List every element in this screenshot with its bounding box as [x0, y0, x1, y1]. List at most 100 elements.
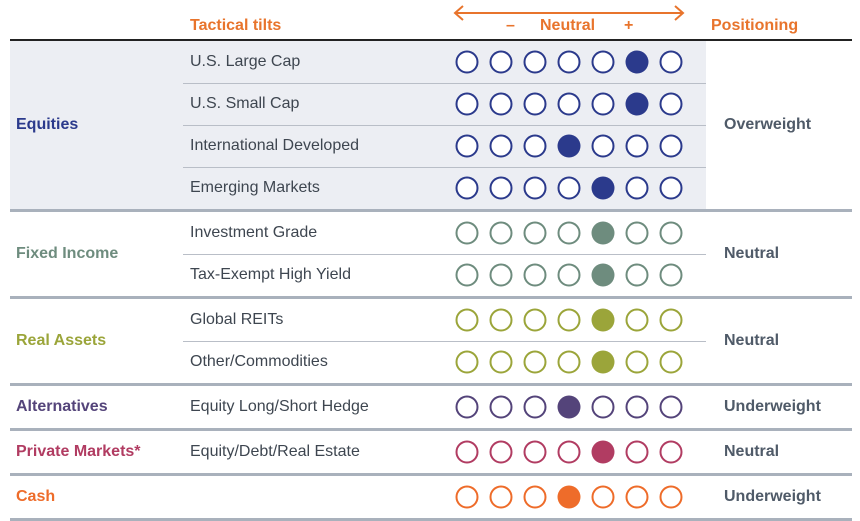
tilt-dot — [523, 176, 547, 200]
tilt-dot — [489, 263, 513, 287]
tilt-dot-selected — [591, 440, 615, 464]
tilt-dot — [557, 221, 581, 245]
tilt-dot — [557, 176, 581, 200]
row-label-equity-long-short-hedge: Equity Long/Short Hedge — [190, 398, 369, 415]
tilt-dot — [659, 395, 683, 419]
tilt-dot — [523, 221, 547, 245]
tilt-dot — [625, 485, 649, 509]
tilt-dot — [625, 440, 649, 464]
tilt-dot — [523, 134, 547, 158]
tilt-dot — [659, 221, 683, 245]
row-label-tax-exempt-high-yield: Tax-Exempt High Yield — [190, 266, 351, 283]
tilt-dot — [489, 350, 513, 374]
tilt-dot — [455, 50, 479, 74]
tilt-dot-selected — [557, 134, 581, 158]
asset-class-alternatives: Alternatives — [16, 398, 108, 415]
tilt-dot — [591, 485, 615, 509]
tilt-dot — [523, 395, 547, 419]
tactical-tilts-header: Tactical tilts — [190, 17, 282, 34]
tilt-dot — [489, 308, 513, 332]
tilt-dot — [625, 263, 649, 287]
scale-arrow — [453, 5, 685, 21]
row-label-other-commodities: Other/Commodities — [190, 353, 328, 370]
row-label-investment-grade: Investment Grade — [190, 224, 318, 241]
tilt-dot-selected — [625, 92, 649, 116]
group-divider — [10, 209, 852, 212]
tilt-dot — [659, 92, 683, 116]
tilt-dot — [625, 176, 649, 200]
asset-class-real-assets: Real Assets — [16, 332, 107, 349]
tilt-dot — [625, 308, 649, 332]
tilt-dot — [489, 440, 513, 464]
tilt-dot — [557, 440, 581, 464]
tilt-dot — [489, 485, 513, 509]
tilt-dot — [523, 485, 547, 509]
tilt-dot — [523, 308, 547, 332]
tilt-dot — [659, 50, 683, 74]
tilt-dot — [591, 134, 615, 158]
tilt-dot — [557, 50, 581, 74]
tilt-dot-selected — [591, 350, 615, 374]
tilt-dot — [523, 350, 547, 374]
group-divider — [10, 428, 852, 431]
tilt-dot — [625, 350, 649, 374]
row-label-u-s-large-cap: U.S. Large Cap — [190, 53, 301, 70]
tilt-dot — [489, 92, 513, 116]
tilt-dot — [455, 176, 479, 200]
tilt-dot — [523, 50, 547, 74]
group-divider — [10, 296, 852, 299]
positioning-private-markets: Neutral — [724, 443, 780, 460]
tilt-dot — [455, 350, 479, 374]
tilt-dot — [489, 134, 513, 158]
tilt-dot — [489, 50, 513, 74]
tilt-dot — [659, 134, 683, 158]
tilt-dot — [659, 485, 683, 509]
positioning-cash: Underweight — [724, 488, 821, 505]
tilt-dot-selected — [557, 485, 581, 509]
tilt-dot — [557, 92, 581, 116]
scale-plus-label: + — [624, 17, 634, 34]
tilt-dot — [455, 134, 479, 158]
asset-class-cash: Cash — [16, 488, 56, 505]
tilt-dot — [591, 395, 615, 419]
row-label-u-s-small-cap: U.S. Small Cap — [190, 95, 300, 112]
tilt-dot — [523, 440, 547, 464]
tilt-dot — [455, 440, 479, 464]
tilt-dot — [489, 221, 513, 245]
tilt-dot-selected — [591, 308, 615, 332]
asset-class-private-markets: Private Markets* — [16, 443, 141, 460]
row-divider — [183, 167, 706, 168]
tilt-dot — [625, 395, 649, 419]
tilt-dot — [625, 134, 649, 158]
row-label-global-reits: Global REITs — [190, 311, 284, 328]
positioning-real-assets: Neutral — [724, 332, 780, 349]
row-label-equity-debt-real-estate: Equity/Debt/Real Estate — [190, 443, 360, 460]
tilt-dot — [659, 308, 683, 332]
tilt-dot — [455, 92, 479, 116]
tilt-dot — [625, 221, 649, 245]
tilt-dot — [489, 176, 513, 200]
tilt-dot — [455, 308, 479, 332]
tactical-tilts-table: Tactical tilts – Neutral + Positioning E… — [10, 5, 852, 521]
tilt-dot — [523, 92, 547, 116]
positioning-header: Positioning — [711, 17, 799, 34]
header-rule — [10, 39, 852, 41]
tilt-dot — [557, 263, 581, 287]
tilt-dot — [659, 176, 683, 200]
asset-class-equities: Equities — [16, 116, 79, 133]
row-label-international-developed: International Developed — [190, 137, 360, 154]
tilt-dot — [489, 395, 513, 419]
scale-minus-label: – — [506, 17, 515, 34]
tilt-dot-selected — [591, 176, 615, 200]
positioning-fixed-income: Neutral — [724, 245, 780, 262]
tilt-dot — [455, 485, 479, 509]
row-divider — [183, 83, 706, 84]
group-divider — [10, 473, 852, 476]
tilt-dot-selected — [557, 395, 581, 419]
positioning-alternatives: Underweight — [724, 398, 821, 415]
asset-class-fixed-income: Fixed Income — [16, 245, 119, 262]
row-label-emerging-markets: Emerging Markets — [190, 179, 320, 196]
tilt-dot — [659, 263, 683, 287]
row-divider — [183, 254, 706, 255]
tilt-dot-selected — [625, 50, 649, 74]
